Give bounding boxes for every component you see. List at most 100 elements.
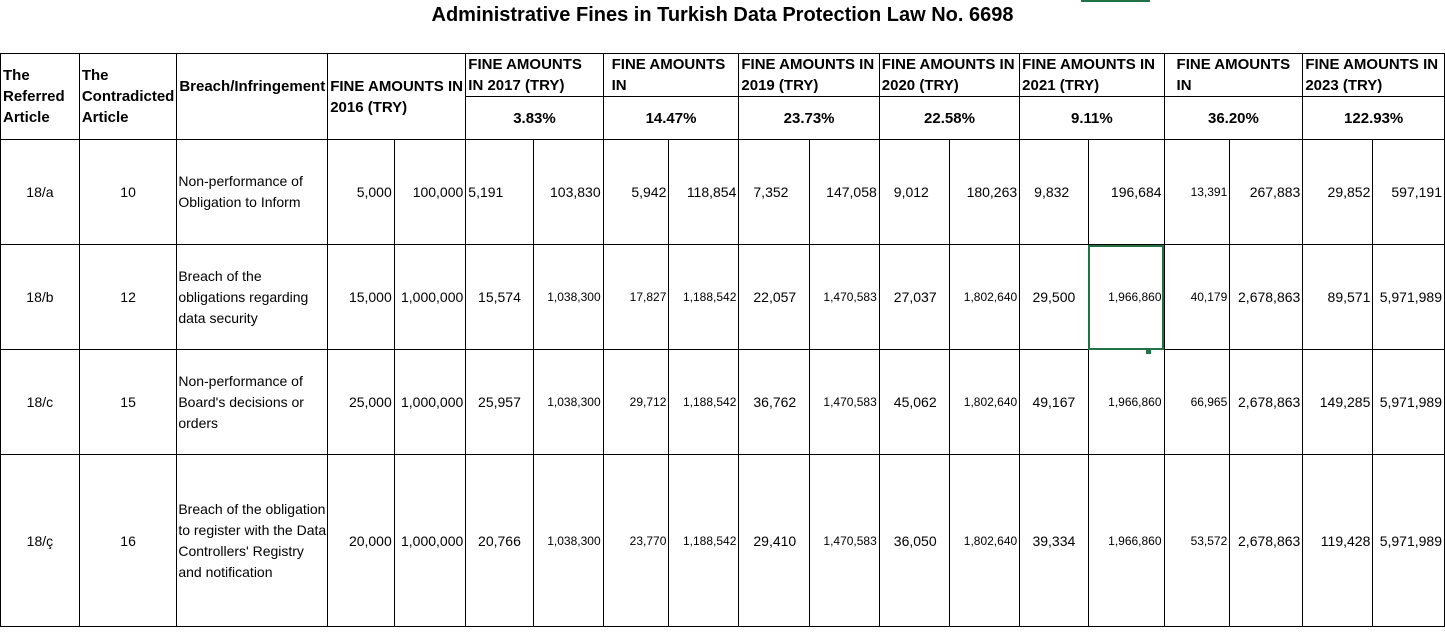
rate-2020[interactable]: 22.58% bbox=[878, 96, 1021, 140]
header-referred-article[interactable]: The Referred Article bbox=[0, 53, 80, 140]
cell-2018-max[interactable]: 1,188,542 bbox=[668, 454, 740, 627]
rate-2018[interactable]: 14.47% bbox=[602, 96, 740, 140]
cell-breach[interactable]: Non-performance of Obligation to Inform bbox=[176, 139, 329, 245]
cell-2022-min[interactable]: 53,572 bbox=[1163, 454, 1231, 627]
cell-2023-max[interactable]: 5,971,989 bbox=[1372, 454, 1445, 627]
cell-2016-min[interactable]: 25,000 bbox=[327, 349, 395, 455]
cell-contradicted[interactable]: 12 bbox=[78, 244, 178, 350]
cell-2022-max[interactable]: 2,678,863 bbox=[1229, 244, 1304, 350]
cell-2021-max-selected[interactable]: 1,966,860 bbox=[1087, 244, 1165, 350]
cell-2018-min[interactable]: 5,942 bbox=[602, 139, 670, 245]
cell-2016-min[interactable]: 5,000 bbox=[327, 139, 395, 245]
cell-2019-max[interactable]: 147,058 bbox=[808, 139, 880, 245]
cell-selection-edge bbox=[1081, 0, 1150, 2]
cell-2023-max[interactable]: 597,191 bbox=[1372, 139, 1445, 245]
cell-2020-max[interactable]: 180,263 bbox=[949, 139, 1021, 245]
cell-2017-min[interactable]: 20,766 bbox=[465, 454, 534, 627]
cell-2020-max[interactable]: 1,802,640 bbox=[949, 454, 1021, 627]
cell-2023-min[interactable]: 119,428 bbox=[1302, 454, 1374, 627]
cell-2017-max[interactable]: 1,038,300 bbox=[532, 349, 604, 455]
cell-breach[interactable]: Non-performance of Board's decisions or … bbox=[176, 349, 329, 455]
cell-2016-max[interactable]: 100,000 bbox=[393, 139, 467, 245]
cell-2022-min[interactable]: 66,965 bbox=[1163, 349, 1231, 455]
cell-2021-max[interactable]: 1,966,860 bbox=[1087, 454, 1165, 627]
cell-referred[interactable]: 18/a bbox=[0, 139, 80, 245]
cell-2021-max[interactable]: 1,966,860 bbox=[1087, 349, 1165, 455]
cell-2023-min[interactable]: 89,571 bbox=[1302, 244, 1374, 350]
cell-2017-max[interactable]: 1,038,300 bbox=[532, 454, 604, 627]
cell-2016-max[interactable]: 1,000,000 bbox=[393, 244, 467, 350]
rate-2021[interactable]: 9.11% bbox=[1019, 96, 1165, 140]
cell-2019-min[interactable]: 7,352 bbox=[738, 139, 810, 245]
header-2021[interactable]: FINE AMOUNTS IN 2021 (TRY) bbox=[1019, 53, 1165, 97]
cell-2017-max[interactable]: 103,830 bbox=[532, 139, 604, 245]
cell-2019-max[interactable]: 1,470,583 bbox=[808, 349, 880, 455]
sheet-title: Administrative Fines in Turkish Data Pro… bbox=[431, 4, 1014, 26]
cell-2020-max[interactable]: 1,802,640 bbox=[949, 349, 1021, 455]
cell-2020-min[interactable]: 36,050 bbox=[878, 454, 951, 627]
cell-2022-max[interactable]: 267,883 bbox=[1229, 139, 1304, 245]
header-2022[interactable]: FINE AMOUNTS IN bbox=[1163, 53, 1304, 97]
cell-2023-min[interactable]: 149,285 bbox=[1302, 349, 1374, 455]
cell-2020-min[interactable]: 9,012 bbox=[878, 139, 951, 245]
cell-referred[interactable]: 18/c bbox=[0, 349, 80, 455]
cell-contradicted[interactable]: 16 bbox=[78, 454, 178, 627]
cell-2016-max[interactable]: 1,000,000 bbox=[393, 454, 467, 627]
cell-2017-max[interactable]: 1,038,300 bbox=[532, 244, 604, 350]
cell-2023-min[interactable]: 29,852 bbox=[1302, 139, 1374, 245]
fines-table: The Referred Article The Contradicted Ar… bbox=[0, 53, 1445, 627]
header-2023[interactable]: FINE AMOUNTS IN 2023 (TRY) bbox=[1302, 53, 1445, 97]
cell-2016-min[interactable]: 15,000 bbox=[327, 244, 395, 350]
cell-2021-max[interactable]: 196,684 bbox=[1087, 139, 1165, 245]
cell-2021-min[interactable]: 29,500 bbox=[1019, 244, 1089, 350]
cell-2021-min[interactable]: 9,832 bbox=[1019, 139, 1089, 245]
cell-2016-max[interactable]: 1,000,000 bbox=[393, 349, 467, 455]
header-2019[interactable]: FINE AMOUNTS IN 2019 (TRY) bbox=[738, 53, 880, 97]
rate-2023[interactable]: 122.93% bbox=[1302, 96, 1445, 140]
cell-2018-max[interactable]: 118,854 bbox=[668, 139, 740, 245]
cell-2022-max[interactable]: 2,678,863 bbox=[1229, 349, 1304, 455]
cell-2020-min[interactable]: 27,037 bbox=[878, 244, 951, 350]
cell-2019-min[interactable]: 36,762 bbox=[738, 349, 810, 455]
fill-handle[interactable] bbox=[1146, 349, 1151, 354]
cell-referred[interactable]: 18/ç bbox=[0, 454, 80, 627]
cell-2022-max[interactable]: 2,678,863 bbox=[1229, 454, 1304, 627]
header-2017[interactable]: FINE AMOUNTS IN 2017 (TRY) bbox=[465, 53, 604, 97]
cell-2017-min[interactable]: 15,574 bbox=[465, 244, 534, 350]
cell-2018-max[interactable]: 1,188,542 bbox=[668, 244, 740, 350]
cell-2020-max[interactable]: 1,802,640 bbox=[949, 244, 1021, 350]
cell-breach[interactable]: Breach of the obligation to register wit… bbox=[176, 454, 329, 627]
cell-2021-min[interactable]: 49,167 bbox=[1019, 349, 1089, 455]
table-row: 18/a 10 Non-performance of Obligation to… bbox=[0, 139, 1445, 245]
header-2018[interactable]: FINE AMOUNTS IN bbox=[602, 53, 740, 97]
cell-2019-min[interactable]: 22,057 bbox=[738, 244, 810, 350]
cell-2018-min[interactable]: 23,770 bbox=[602, 454, 670, 627]
cell-2019-min[interactable]: 29,410 bbox=[738, 454, 810, 627]
header-2020[interactable]: FINE AMOUNTS IN 2020 (TRY) bbox=[878, 53, 1021, 97]
cell-2022-min[interactable]: 40,179 bbox=[1163, 244, 1231, 350]
cell-2023-max[interactable]: 5,971,989 bbox=[1372, 349, 1445, 455]
cell-2017-min[interactable]: 5,191 bbox=[465, 139, 534, 245]
header-contradicted-article[interactable]: The Contradicted Article bbox=[78, 53, 178, 140]
cell-2022-min[interactable]: 13,391 bbox=[1163, 139, 1230, 245]
cell-2018-min[interactable]: 29,712 bbox=[602, 349, 670, 455]
header-2016[interactable]: FINE AMOUNTS IN 2016 (TRY) bbox=[327, 53, 467, 140]
rate-2019[interactable]: 23.73% bbox=[738, 96, 880, 140]
cell-2019-max[interactable]: 1,470,583 bbox=[808, 244, 880, 350]
cell-2018-min[interactable]: 17,827 bbox=[602, 244, 670, 350]
cell-referred[interactable]: 18/b bbox=[0, 244, 80, 350]
cell-2021-min[interactable]: 39,334 bbox=[1019, 454, 1089, 627]
rate-2017[interactable]: 3.83% bbox=[465, 96, 604, 140]
cell-contradicted[interactable]: 10 bbox=[78, 139, 178, 245]
header-breach[interactable]: Breach/Infringement bbox=[176, 53, 329, 140]
cell-2018-max[interactable]: 1,188,542 bbox=[668, 349, 740, 455]
cell-contradicted[interactable]: 15 bbox=[78, 349, 178, 455]
table-row: 18/ç 16 Breach of the obligation to regi… bbox=[0, 454, 1445, 627]
cell-2020-min[interactable]: 45,062 bbox=[878, 349, 951, 455]
cell-2017-min[interactable]: 25,957 bbox=[465, 349, 534, 455]
cell-2023-max[interactable]: 5,971,989 bbox=[1372, 244, 1445, 350]
cell-2016-min[interactable]: 20,000 bbox=[327, 454, 395, 627]
rate-2022[interactable]: 36.20% bbox=[1163, 96, 1304, 140]
cell-2019-max[interactable]: 1,470,583 bbox=[808, 454, 880, 627]
cell-breach[interactable]: Breach of the obligations regarding data… bbox=[176, 244, 329, 350]
